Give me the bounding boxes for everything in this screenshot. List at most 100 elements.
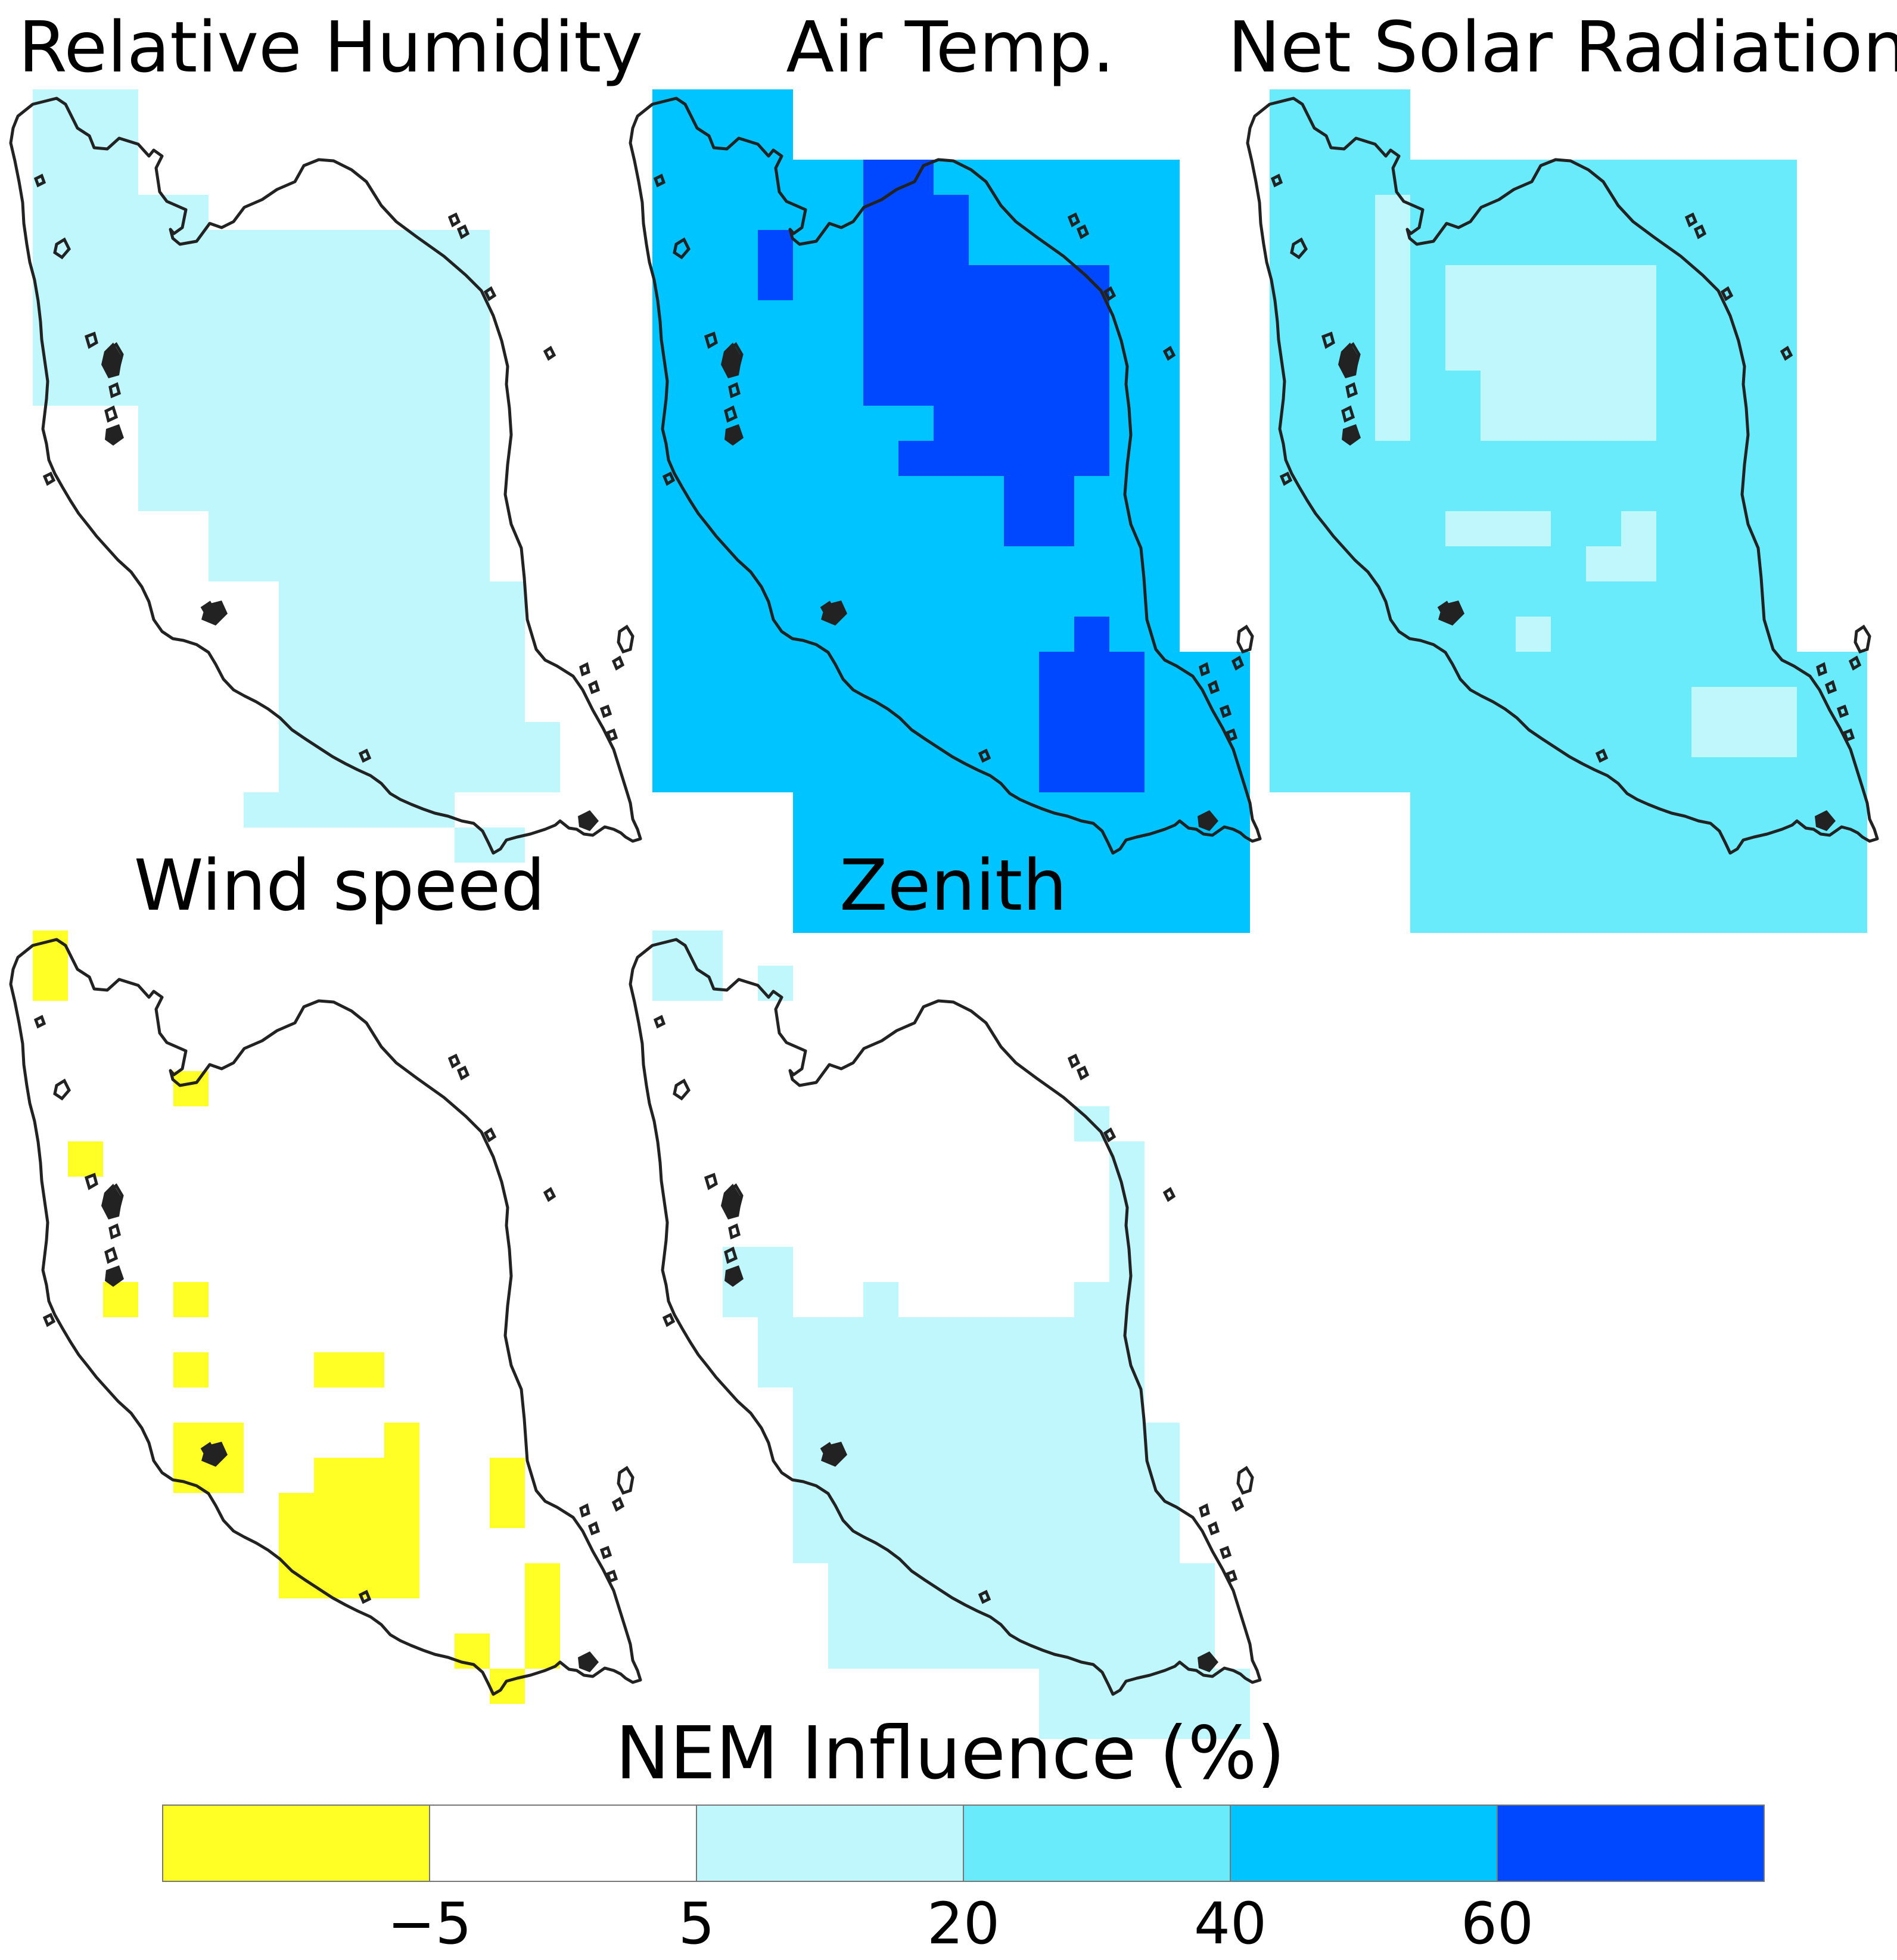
island-outline-6 <box>447 1053 461 1069</box>
island-outline-14 <box>1219 704 1232 718</box>
coastal-cluster-1 <box>201 1442 228 1467</box>
coastline-zenith <box>629 938 1262 1696</box>
coastal-cluster-2 <box>578 810 599 831</box>
legend-swatch-neg5-5 <box>429 1805 697 1882</box>
island-outline-2 <box>704 1172 718 1190</box>
panel-wind-speed: Wind speed <box>9 844 642 1704</box>
coastal-cluster-0 <box>721 343 742 378</box>
legend-swatch-gt60 <box>1497 1805 1765 1882</box>
legend-tick-label-0: −5 <box>387 1890 472 1957</box>
map-cells-air-temp <box>652 89 1250 933</box>
island-outline-18 <box>33 173 46 188</box>
map-cells-zenith <box>652 931 1250 1739</box>
island-outline-9 <box>543 346 556 361</box>
grid-cell-air-temp-11 <box>1074 617 1109 652</box>
legend-swatch-20-40 <box>963 1805 1231 1882</box>
panel-relative-humidity: Relative Humidity <box>9 6 643 863</box>
island-outline-14 <box>1836 704 1849 718</box>
panel-title-zenith: Zenith <box>839 844 1067 926</box>
island-outline-1 <box>673 237 691 260</box>
legend-colorbar <box>162 1805 1765 1882</box>
island-outline-7 <box>456 224 470 239</box>
island-outline-6 <box>1067 212 1081 228</box>
island-outline-7 <box>1693 224 1707 239</box>
island-outline-3 <box>1345 382 1358 399</box>
coastal-cluster-2 <box>578 1651 599 1672</box>
island-outline-12 <box>1199 662 1210 677</box>
coastal-cluster-3 <box>105 424 124 446</box>
island-outline-15 <box>605 1569 618 1583</box>
peninsula-coastline <box>1246 97 1879 855</box>
island-outline-13 <box>1824 680 1837 695</box>
legend-title: NEM Influence (%) <box>615 1711 1285 1796</box>
legend-tick-labels: −5 5 20 40 60 <box>387 1890 1534 1957</box>
grid-cell-wind-speed-3 <box>103 1282 138 1317</box>
grid-cell-air-temp-5 <box>863 195 969 265</box>
island-outline-3 <box>728 382 741 399</box>
island-outline-4 <box>724 405 738 423</box>
island-outline-2 <box>84 331 98 349</box>
island-outline-16 <box>1595 748 1609 763</box>
island-outline-11 <box>611 1497 625 1512</box>
island-outline-17 <box>42 1312 56 1327</box>
island-outline-9 <box>543 1187 556 1202</box>
coastline-relative-humidity <box>9 97 642 855</box>
island-outline-12 <box>1199 1503 1210 1518</box>
grid-cell-net-solar-radiation-3 <box>1375 195 1410 441</box>
legend-swatch-lt-neg5 <box>162 1805 430 1882</box>
coastline-wind-speed <box>9 938 642 1696</box>
island-outline-15 <box>1842 728 1855 742</box>
grid-cell-air-temp-8 <box>898 441 1004 476</box>
grid-cell-zenith-6 <box>1074 1282 1145 1317</box>
island-outline-9 <box>1780 346 1793 361</box>
island-outline-11 <box>1848 655 1862 671</box>
grid-cell-wind-speed-1 <box>173 1071 209 1106</box>
coastal-cluster-1 <box>1438 601 1464 626</box>
legend-swatch-5-20 <box>696 1805 964 1882</box>
panel-zenith: Zenith <box>629 844 1262 1739</box>
panel-air-temp: Air Temp. <box>629 6 1262 933</box>
island-outline-4 <box>104 1246 119 1264</box>
island-outline-6 <box>1067 1053 1081 1069</box>
grid-cell-zenith-5 <box>863 1282 898 1317</box>
island-outline-10 <box>1854 624 1871 654</box>
island-outline-18 <box>653 173 666 188</box>
coastal-cluster-0 <box>1338 343 1359 378</box>
grid-cell-relative-humidity-1 <box>138 195 209 511</box>
island-outline-11 <box>1231 1497 1245 1512</box>
grid-cell-air-temp-6 <box>863 265 1109 406</box>
grid-cell-zenith-8 <box>793 1387 1145 1423</box>
island-outline-15 <box>1225 728 1238 742</box>
grid-cell-zenith-11 <box>1039 1669 1250 1739</box>
island-outline-10 <box>1236 1466 1254 1495</box>
island-outline-7 <box>1076 224 1090 239</box>
island-outline-16 <box>978 748 991 763</box>
island-outline-11 <box>611 655 625 671</box>
island-outline-1 <box>53 237 71 260</box>
island-outline-17 <box>42 471 56 486</box>
island-outline-18 <box>653 1015 666 1029</box>
coastal-cluster-2 <box>1198 1651 1218 1672</box>
coastal-cluster-0 <box>101 343 122 378</box>
coastal-cluster-2 <box>1815 810 1836 831</box>
grid-cell-wind-speed-2 <box>68 1141 103 1177</box>
island-outline-17 <box>662 1312 676 1327</box>
coastline-net-solar-radiation <box>1246 97 1879 855</box>
grid-cell-relative-humidity-5 <box>419 722 560 792</box>
island-outline-15 <box>605 728 618 742</box>
grid-cell-zenith-0 <box>652 931 723 1001</box>
peninsula-coastline <box>9 97 642 855</box>
island-outline-15 <box>1225 1569 1238 1583</box>
coastal-cluster-1 <box>821 1442 847 1467</box>
grid-cell-net-solar-radiation-10 <box>1691 687 1797 757</box>
island-outline-6 <box>1684 212 1698 228</box>
island-outline-6 <box>447 212 461 228</box>
island-outline-12 <box>1816 662 1827 677</box>
island-outline-3 <box>728 1223 741 1240</box>
legend-swatch-40-60 <box>1230 1805 1498 1882</box>
island-outline-13 <box>1207 1521 1220 1536</box>
grid-cell-net-solar-radiation-6 <box>1445 511 1551 546</box>
coastal-cluster-0 <box>101 1184 122 1219</box>
island-outline-12 <box>579 662 590 677</box>
island-outline-17 <box>662 471 676 486</box>
